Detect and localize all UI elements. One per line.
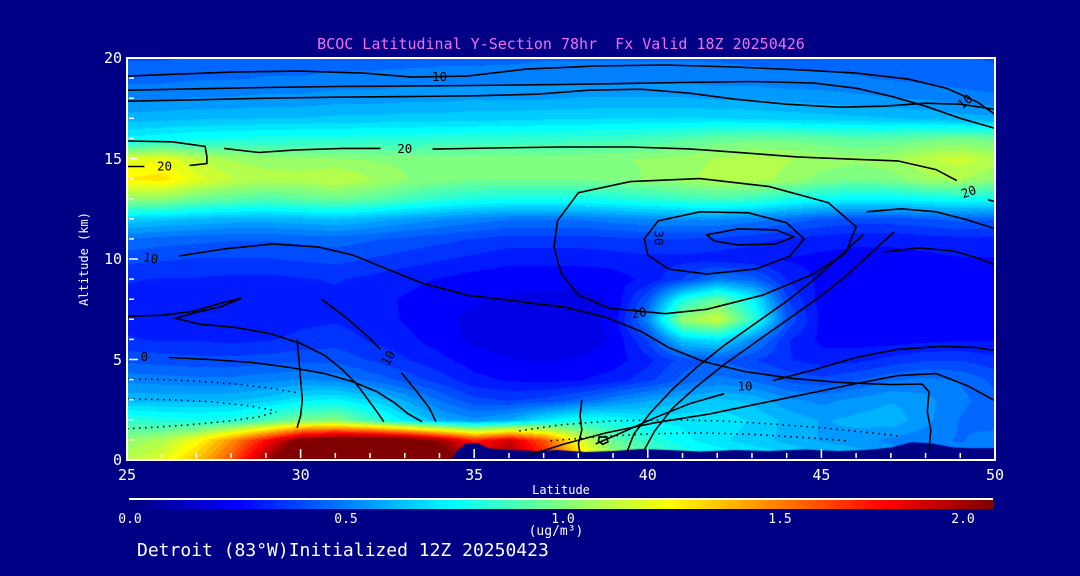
x-tick-label: 30 bbox=[291, 466, 310, 484]
y-tick-label: 15 bbox=[103, 149, 122, 168]
colorbar-tick-label: 0.0 bbox=[118, 512, 142, 527]
x-tick-label: 45 bbox=[812, 466, 831, 484]
contour-fill-canvas bbox=[127, 58, 995, 460]
colorbar-tick-label: 1.0 bbox=[551, 512, 575, 527]
y-tick-label: 10 bbox=[103, 250, 122, 268]
colorbar-canvas bbox=[130, 500, 994, 509]
colorbar-tick-label: 1.5 bbox=[768, 512, 792, 527]
colorbar-units: (ug/m³) bbox=[528, 524, 584, 539]
x-tick-label: 40 bbox=[638, 466, 657, 484]
colorbar-tick-label: 2.0 bbox=[951, 512, 975, 527]
colorbar-tick-label: 0.5 bbox=[334, 512, 358, 527]
page-title: BCOC Latitudinal Y-Section 78hr Fx Valid… bbox=[317, 35, 805, 53]
y-tick-label: 0 bbox=[112, 451, 122, 469]
x-tick-label: 50 bbox=[985, 466, 1005, 484]
y-tick-label: 5 bbox=[112, 350, 122, 369]
x-tick-label: 35 bbox=[465, 466, 484, 484]
colorbar-top-line bbox=[129, 498, 993, 500]
footer-text: Detroit (83°W)Initialized 12Z 20250423 bbox=[137, 540, 549, 561]
x-axis-label: Latitude bbox=[532, 483, 590, 497]
y-axis-label: Altitude (km) bbox=[77, 212, 91, 306]
y-tick-label: 20 bbox=[103, 49, 122, 67]
x-tick-label: 25 bbox=[117, 466, 137, 484]
